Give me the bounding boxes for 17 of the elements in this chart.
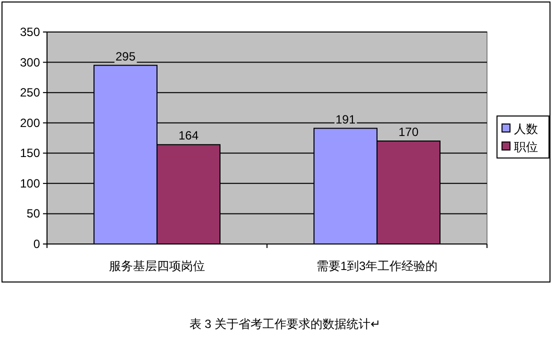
- x-tick-label: 服务基层四项岗位: [109, 259, 205, 273]
- data-label: 295: [115, 49, 136, 64]
- data-label: 164: [178, 128, 199, 143]
- y-tick-label: 350: [20, 25, 40, 39]
- y-tick-label: 50: [26, 206, 40, 221]
- x-tick-label: 需要1到3年工作经验的: [316, 259, 438, 273]
- legend-label: 职位: [514, 140, 538, 154]
- legend-label: 人数: [514, 122, 538, 136]
- y-tick-label: 150: [20, 146, 40, 160]
- y-tick-label: 100: [20, 176, 40, 190]
- text: 表 3 关于省考工作要求的数据统计↵: [189, 317, 381, 331]
- y-tick-label: 200: [20, 116, 40, 130]
- data-label: 191: [335, 112, 356, 126]
- y-tick-label: 0: [33, 237, 40, 251]
- y-tick-label: 250: [20, 86, 40, 100]
- data-label: 170: [398, 125, 419, 140]
- y-tick-label: 300: [20, 55, 40, 70]
